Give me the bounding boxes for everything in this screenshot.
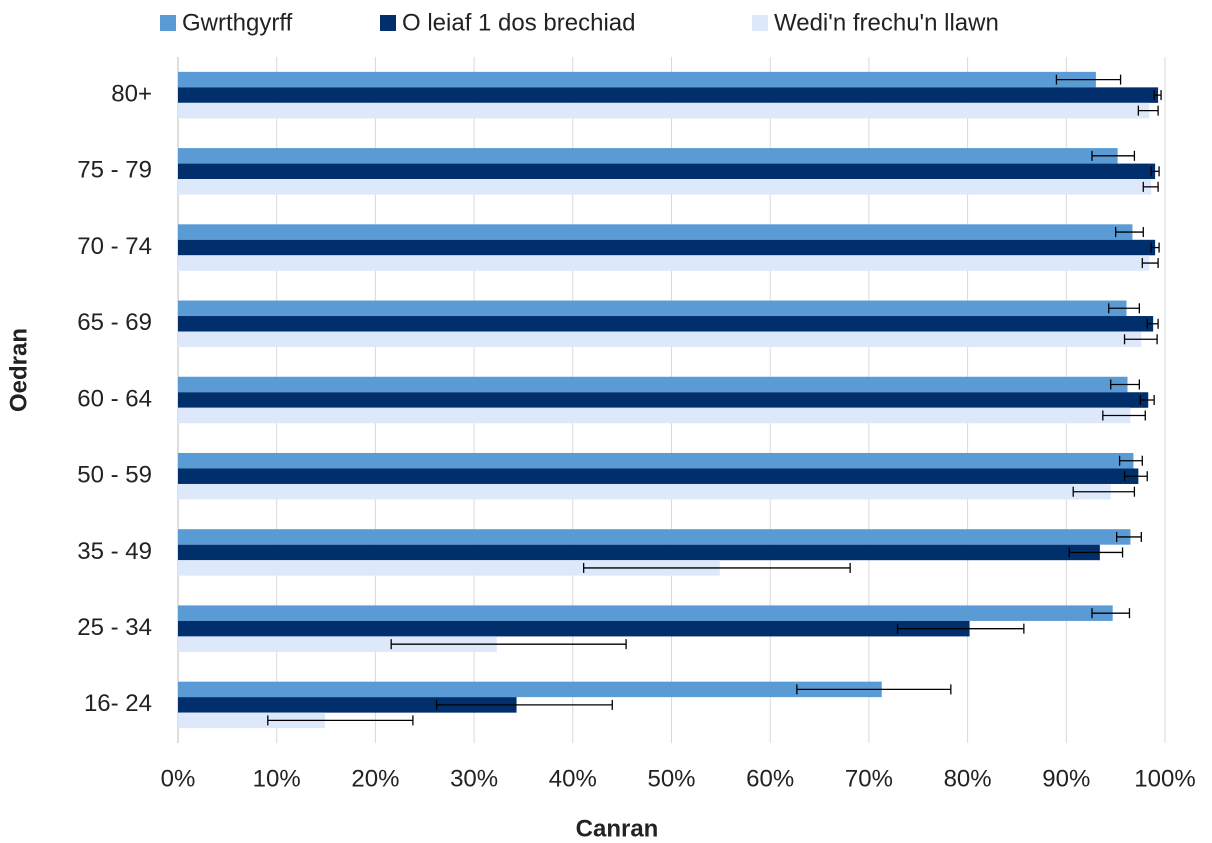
bar [178,255,1150,271]
x-tick-label: 60% [746,765,794,792]
x-tick-label: 100% [1134,765,1195,792]
bar [178,697,517,713]
bar [178,468,1139,484]
legend-label: Wedi'n frechu'n llawn [774,9,999,36]
y-tick-label: 50 - 59 [77,462,152,489]
bar [178,605,1113,621]
bar [178,316,1154,332]
bar [178,452,1134,469]
bar [178,392,1149,408]
bar [178,376,1128,393]
bar [178,636,497,652]
bar [178,560,720,576]
bar [178,148,1118,164]
x-tick-label: 70% [845,765,893,792]
bar [178,620,970,637]
x-tick-label: 90% [1042,765,1090,792]
x-tick-label: 80% [944,765,992,792]
x-tick-label: 30% [450,765,498,792]
y-tick-label: 70 - 74 [77,233,152,260]
y-tick-label: 80+ [111,80,152,107]
legend-swatch [752,15,768,31]
y-tick-label: 16- 24 [84,690,152,717]
x-tick-label: 20% [351,765,399,792]
x-tick-label: 40% [549,765,597,792]
x-axis-title: Canran [576,815,659,842]
bar [178,300,1127,317]
bar [178,544,1100,561]
x-tick-label: 50% [647,765,695,792]
bar [178,71,1096,88]
x-tick-label: 0% [161,765,196,792]
bar [178,179,1152,195]
bar [178,102,1150,119]
bar [178,239,1156,256]
bar [178,681,882,698]
legend-swatch [380,15,396,31]
y-tick-label: 35 - 49 [77,538,152,565]
x-tick-label: 10% [253,765,301,792]
bar [178,712,326,729]
y-axis-title: Oedran [5,328,32,412]
y-tick-label: 25 - 34 [77,614,152,641]
bar [178,407,1131,424]
bar [178,224,1133,240]
y-tick-label: 60 - 64 [77,385,152,412]
bar [178,87,1159,103]
bar [178,483,1111,500]
legend-label: Gwrthgyrff [182,9,293,36]
bar [178,163,1156,180]
y-tick-label: 75 - 79 [77,157,152,184]
y-tick-label: 65 - 69 [77,309,152,336]
bar [178,331,1142,348]
bar [178,529,1131,545]
legend-swatch [160,15,176,31]
legend-label: O leiaf 1 dos brechiad [402,9,635,36]
